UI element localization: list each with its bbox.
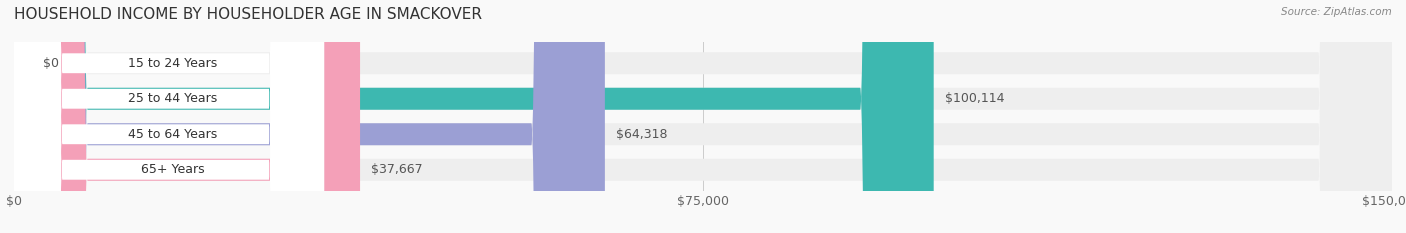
Text: 15 to 24 Years: 15 to 24 Years — [128, 57, 217, 70]
FancyBboxPatch shape — [14, 0, 1392, 233]
Text: $100,114: $100,114 — [945, 92, 1004, 105]
Text: $64,318: $64,318 — [616, 128, 668, 141]
Text: 25 to 44 Years: 25 to 44 Years — [128, 92, 217, 105]
Text: 65+ Years: 65+ Years — [141, 163, 204, 176]
FancyBboxPatch shape — [14, 0, 1392, 233]
FancyBboxPatch shape — [7, 0, 325, 233]
Text: HOUSEHOLD INCOME BY HOUSEHOLDER AGE IN SMACKOVER: HOUSEHOLD INCOME BY HOUSEHOLDER AGE IN S… — [14, 7, 482, 22]
FancyBboxPatch shape — [14, 0, 32, 233]
FancyBboxPatch shape — [7, 0, 325, 233]
FancyBboxPatch shape — [7, 0, 325, 233]
FancyBboxPatch shape — [7, 0, 325, 233]
Text: $0: $0 — [44, 57, 59, 70]
Text: Source: ZipAtlas.com: Source: ZipAtlas.com — [1281, 7, 1392, 17]
FancyBboxPatch shape — [14, 0, 360, 233]
FancyBboxPatch shape — [14, 0, 1392, 233]
Text: $37,667: $37,667 — [371, 163, 423, 176]
FancyBboxPatch shape — [14, 0, 1392, 233]
Text: 45 to 64 Years: 45 to 64 Years — [128, 128, 217, 141]
FancyBboxPatch shape — [14, 0, 605, 233]
FancyBboxPatch shape — [14, 0, 934, 233]
